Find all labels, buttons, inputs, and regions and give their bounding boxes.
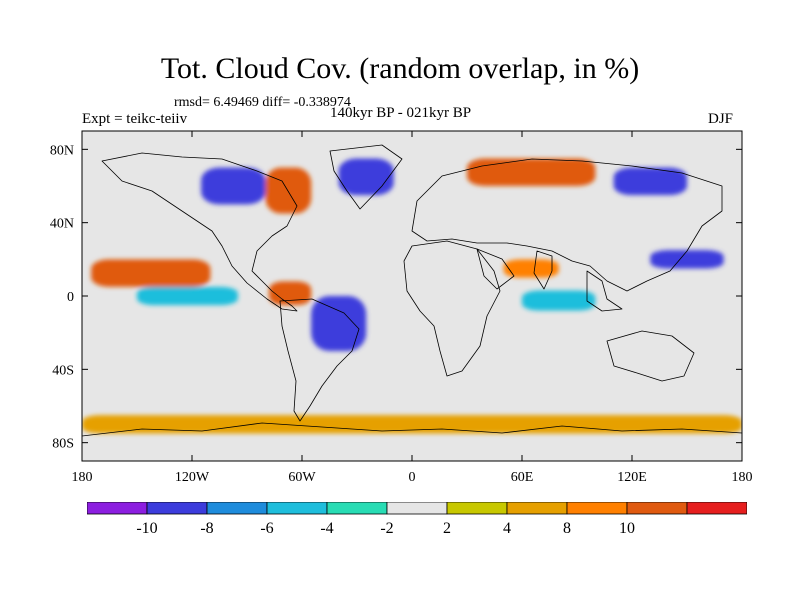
colorbar-box (506, 502, 568, 515)
colorbar-label: 10 (619, 520, 635, 537)
lon-tick-label: 0 (409, 470, 416, 485)
colorbar-label: -4 (320, 520, 333, 537)
colorbar-box (146, 502, 208, 515)
colorbar-label: -6 (260, 520, 273, 537)
anomaly-field (82, 158, 742, 434)
anomaly-region-4 (265, 167, 312, 214)
colorbar-box (326, 502, 388, 515)
anomaly-region-12 (82, 415, 742, 434)
map-panel: 80N 40N 0 40S 80S 180 120W 60W 0 60E 120E 180 (50, 130, 753, 485)
anomaly-region-3 (311, 296, 367, 351)
colorbar-label: 4 (503, 520, 511, 537)
lon-tick-label: 120W (175, 470, 210, 485)
anomaly-region-7 (467, 158, 596, 186)
experiment-label: Expt = teikc-teiiv (82, 111, 188, 127)
lon-tick-label: 180 (72, 470, 93, 485)
season-label: DJF (708, 111, 734, 127)
coastlines (82, 144, 742, 437)
lon-tick-label: 180 (732, 470, 753, 485)
colorbar: -10 -8 -6 -4 -2 2 4 8 10 (87, 502, 747, 537)
colorbar-box (87, 502, 148, 515)
latitude-axis: 80N 40N 0 40S 80S (50, 143, 742, 452)
lat-tick-label: 0 (67, 290, 74, 305)
lon-tick-label: 60E (511, 470, 534, 485)
anomaly-region-6 (338, 158, 394, 196)
lat-tick-label: 40S (52, 363, 74, 378)
colorbar-box (386, 502, 448, 515)
colorbar-label: 8 (563, 520, 571, 537)
colorbar-box (266, 502, 328, 515)
colorbar-box (566, 502, 628, 515)
anomaly-region-2 (269, 281, 312, 306)
colorbar-label: -10 (136, 520, 157, 537)
period-label: 140kyr BP - 021kyr BP (330, 105, 472, 121)
lon-tick-label: 120E (617, 470, 647, 485)
lat-tick-label: 40N (50, 217, 74, 232)
anomaly-region-1 (137, 286, 238, 306)
colorbar-box (626, 502, 688, 515)
anomaly-region-9 (650, 250, 724, 269)
anomaly-region-0 (91, 259, 211, 287)
colorbar-label: -8 (200, 520, 213, 537)
stats-line: rmsd= 6.49469 diff= -0.338974 (174, 95, 351, 110)
colorbar-label: 2 (443, 520, 451, 537)
colorbar-label: -2 (380, 520, 393, 537)
anomaly-region-10 (522, 290, 596, 311)
map-title: Tot. Cloud Cov. (random overlap, in %) (160, 52, 640, 85)
lon-tick-label: 60W (288, 470, 316, 485)
lat-tick-label: 80S (52, 437, 74, 452)
colorbar-box (446, 502, 508, 515)
lat-tick-label: 80N (50, 143, 74, 158)
colorbar-box (686, 502, 747, 515)
anomaly-region-5 (201, 167, 266, 205)
colorbar-box (206, 502, 268, 515)
anomaly-region-8 (613, 167, 687, 196)
longitude-axis: 180 120W 60W 0 60E 120E 180 (72, 131, 753, 485)
anomaly-region-11 (503, 259, 559, 278)
